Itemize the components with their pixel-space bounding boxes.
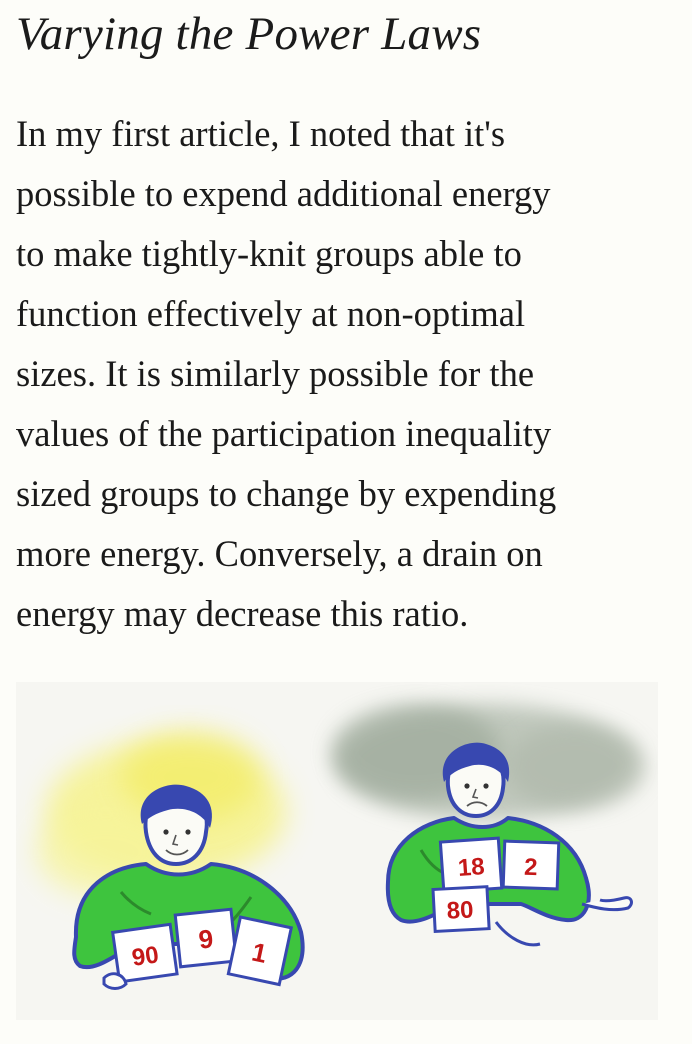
paragraph-line: energy may decrease this ratio. [16, 593, 469, 634]
illustration-drawing: 90 9 1 [36, 704, 646, 990]
card-number: 80 [446, 896, 474, 924]
paragraph-line: function effectively at non-optimal [16, 293, 526, 334]
paragraph-line: values of the participation inequality [16, 413, 552, 454]
paragraph-line: more energy. Conversely, a drain on [16, 533, 543, 574]
article-heading: Varying the Power Laws [16, 8, 482, 60]
paragraph-line: In my first article, I noted that it's [16, 113, 506, 154]
article-paragraph: In my first article, I noted that it's p… [16, 104, 676, 644]
card-number: 1 [249, 937, 269, 969]
sad-person-figure: 18 2 80 [385, 742, 633, 947]
paragraph-line: sized groups to change by expending [16, 473, 557, 514]
illustration: 90 9 1 [16, 682, 658, 1020]
paragraph-line: possible to expend additional energy [16, 173, 551, 214]
card-number: 2 [524, 854, 538, 881]
card-number: 90 [130, 941, 160, 971]
card-number: 18 [457, 853, 486, 882]
card-number: 9 [197, 923, 215, 954]
paragraph-line: sizes. It is similarly possible for the [16, 353, 535, 394]
clipped-next-line [16, 1036, 676, 1044]
paragraph-line: to make tightly-knit groups able to [16, 233, 522, 274]
happy-person-figure: 90 9 1 [72, 784, 305, 990]
